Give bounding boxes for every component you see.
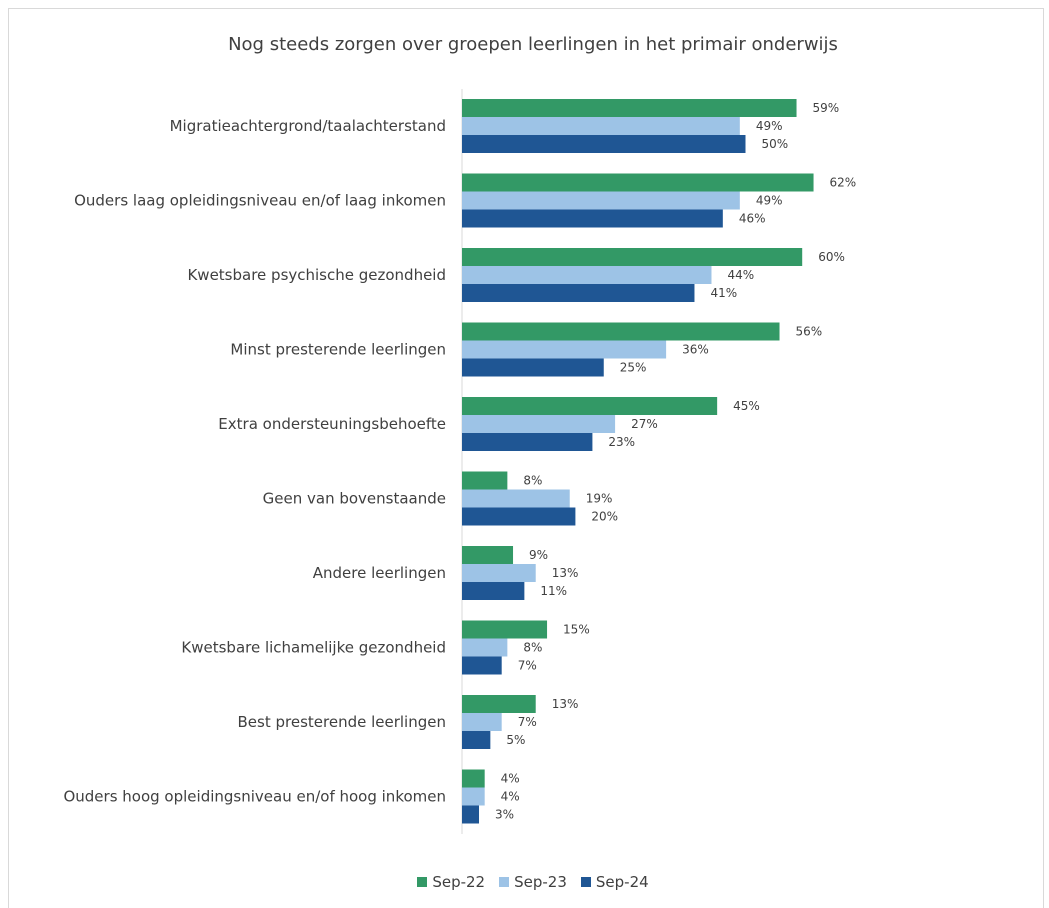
data-label: 49% — [756, 194, 783, 208]
bar — [462, 209, 723, 228]
data-label: 56% — [796, 325, 823, 339]
legend-item: Sep-22 — [417, 873, 485, 891]
legend-swatch — [417, 877, 428, 887]
chart-frame — [8, 8, 1044, 908]
chart-title: Nog steeds zorgen over groepen leerlinge… — [228, 34, 838, 55]
bar — [462, 340, 667, 359]
category-label: Kwetsbare lichamelijke gezondheid — [181, 639, 446, 657]
category-label: Kwetsbare psychische gezondheid — [187, 266, 446, 284]
data-label: 7% — [518, 715, 537, 729]
bar — [462, 769, 485, 788]
data-label: 23% — [608, 435, 635, 449]
data-label: 46% — [739, 212, 766, 226]
data-label: 5% — [506, 733, 525, 747]
legend-item: Sep-24 — [580, 873, 649, 891]
bar — [462, 266, 712, 284]
bar — [462, 695, 536, 713]
bar — [462, 546, 514, 564]
bar — [462, 433, 593, 451]
bar — [462, 397, 718, 415]
bar — [462, 135, 746, 153]
data-label: 41% — [710, 286, 737, 300]
legend-label: Sep-24 — [595, 873, 649, 891]
bar — [462, 489, 570, 508]
legend-swatch — [580, 877, 591, 887]
bar — [462, 582, 525, 600]
data-label: 19% — [586, 492, 613, 506]
data-label: 7% — [518, 659, 537, 673]
data-label: 13% — [552, 697, 579, 711]
data-label: 27% — [631, 417, 658, 431]
data-label: 20% — [591, 510, 618, 524]
bar — [462, 731, 491, 749]
category-label: Ouders laag opleidingsniveau en/of laag … — [74, 192, 446, 210]
bar — [462, 507, 576, 526]
data-label: 8% — [523, 474, 542, 488]
bar — [462, 471, 508, 490]
data-label: 4% — [501, 772, 520, 786]
bar — [462, 117, 740, 135]
bar — [462, 284, 695, 302]
bar — [462, 620, 548, 639]
bar — [462, 415, 616, 433]
bar — [462, 358, 604, 377]
data-label: 11% — [540, 584, 567, 598]
data-label: 62% — [830, 176, 857, 190]
data-label: 4% — [501, 790, 520, 804]
category-label: Minst presterende leerlingen — [230, 341, 446, 359]
data-label: 60% — [818, 250, 845, 264]
data-label: 9% — [529, 548, 548, 562]
category-label: Migratieachtergrond/taalachterstand — [170, 117, 446, 135]
bar — [462, 322, 780, 341]
legend-label: Sep-23 — [514, 873, 567, 891]
bar — [462, 805, 480, 824]
bar — [462, 173, 814, 192]
bar — [462, 564, 536, 582]
bar — [462, 248, 803, 266]
legend-label: Sep-22 — [432, 873, 486, 891]
data-label: 44% — [727, 268, 754, 282]
category-label: Geen van bovenstaande — [263, 490, 446, 508]
bar — [462, 656, 502, 675]
data-label: 49% — [756, 119, 783, 133]
bar — [462, 713, 502, 731]
data-label: 25% — [620, 361, 647, 375]
data-label: 59% — [813, 101, 840, 115]
category-label: Best presterende leerlingen — [238, 713, 446, 731]
bar — [462, 638, 508, 657]
category-label: Andere leerlingen — [313, 564, 446, 582]
category-label: Extra ondersteuningsbehoefte — [218, 415, 446, 433]
bar — [462, 787, 485, 806]
data-label: 15% — [563, 623, 590, 637]
data-label: 3% — [495, 808, 514, 822]
legend-item: Sep-23 — [499, 873, 567, 891]
data-label: 13% — [552, 566, 579, 580]
category-label: Ouders hoog opleidingsniveau en/of hoog … — [63, 788, 446, 806]
bar — [462, 191, 740, 210]
chart-legend: Sep-22 Sep-23 Sep-24 — [0, 873, 1049, 891]
bar — [462, 99, 797, 117]
data-label: 8% — [523, 641, 542, 655]
legend-swatch — [499, 877, 510, 887]
data-label: 50% — [762, 137, 789, 151]
data-label: 36% — [682, 343, 709, 357]
data-label: 45% — [733, 399, 760, 413]
